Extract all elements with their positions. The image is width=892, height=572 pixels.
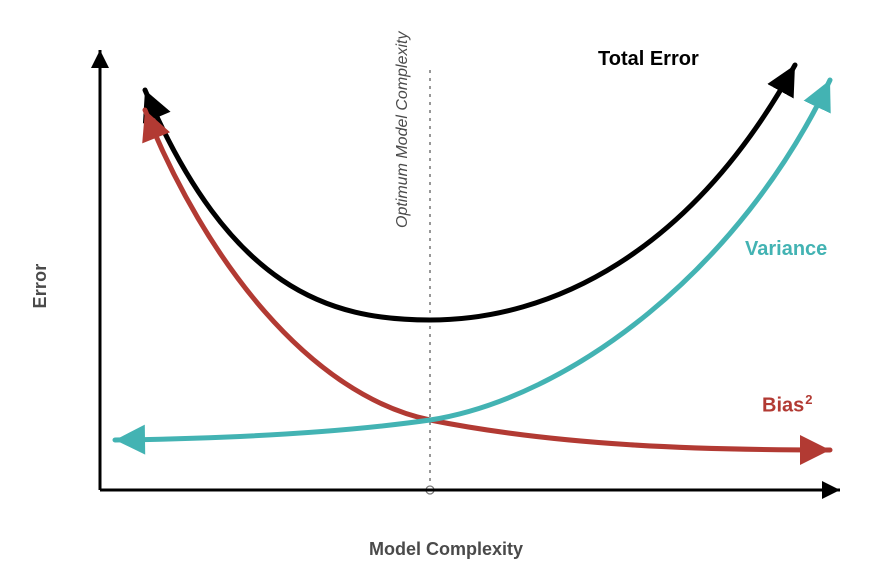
bias-curve (145, 110, 830, 450)
bias-variance-chart: Error Model Complexity Optimum Model Com… (0, 0, 892, 572)
chart-canvas (0, 0, 892, 572)
bias-label-exp: 2 (805, 392, 812, 407)
bias-label-text: Bias (762, 395, 804, 417)
y-axis-label: Error (30, 263, 51, 308)
optimum-complexity-label: Optimum Model Complexity (394, 32, 412, 229)
total-error-label: Total Error (598, 48, 699, 71)
x-axis-label: Model Complexity (369, 539, 523, 560)
variance-label: Variance (745, 238, 827, 261)
bias-label: Bias2 (762, 392, 812, 418)
